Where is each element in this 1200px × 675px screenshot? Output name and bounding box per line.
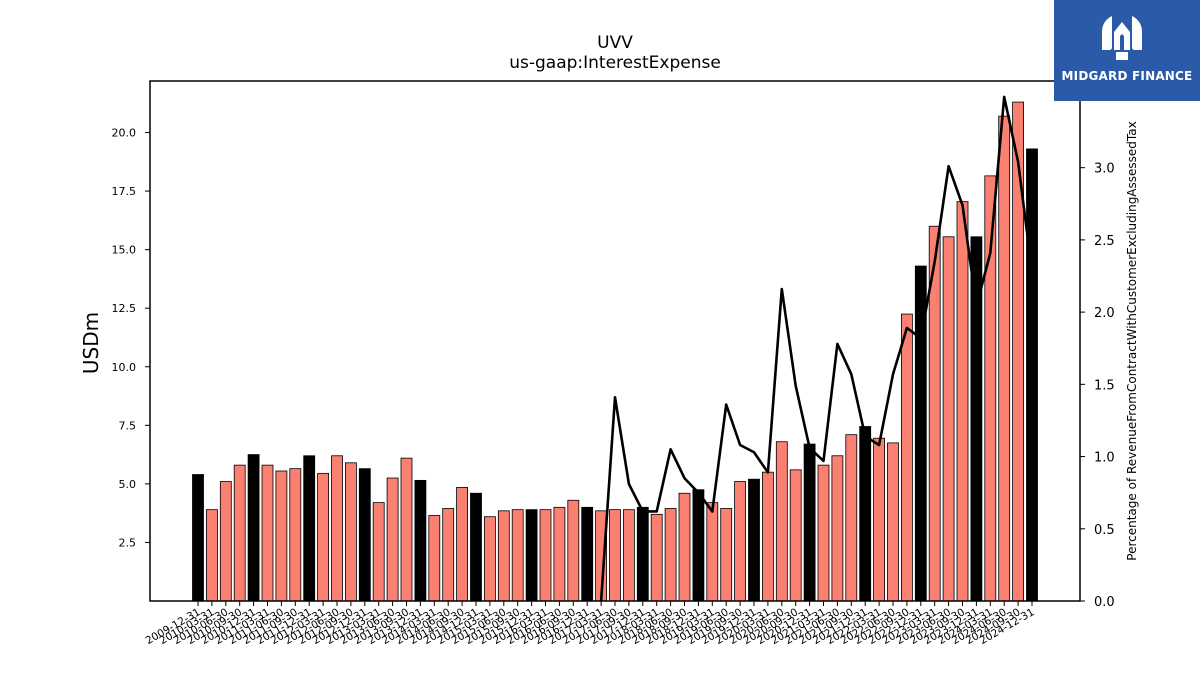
bar-quarterly — [873, 437, 885, 602]
bar-quarterly — [331, 455, 343, 602]
bar-quarterly — [344, 462, 357, 602]
midgard-finance-logo: MIDGARD FINANCE — [1054, 0, 1200, 101]
y-right-tick-label: 0.5 — [1094, 523, 1115, 538]
chart-subtitle: us-gaap:InterestExpense — [509, 53, 721, 73]
bar-quarterly — [497, 510, 510, 602]
bar-annual — [358, 468, 371, 602]
bar-annual — [247, 454, 260, 602]
bar-annual — [192, 474, 204, 602]
bar-annual — [1026, 148, 1038, 602]
bar-quarterly — [386, 477, 399, 602]
plot-frame — [149, 80, 1081, 602]
logo-mark-icon — [1102, 16, 1142, 60]
bar-quarterly — [901, 313, 913, 602]
bar-quarterly — [553, 506, 566, 602]
y-right-tick-label: 2.5 — [1094, 234, 1115, 249]
bar-quarterly — [831, 455, 844, 602]
bar-quarterly — [789, 469, 802, 602]
bar-quarterly — [1012, 101, 1024, 602]
bar-quarterly — [817, 464, 830, 602]
bar-quarterly — [483, 516, 496, 602]
bar-quarterly — [762, 471, 774, 602]
bar-quarterly — [539, 509, 552, 602]
bar-quarterly — [845, 434, 858, 602]
y-tick-label: 10.0 — [112, 361, 137, 374]
bar-quarterly — [678, 492, 691, 602]
bar-quarterly — [734, 481, 746, 602]
y-tick-label: 17.5 — [112, 185, 137, 198]
bar-quarterly — [623, 509, 635, 602]
line-group — [599, 95, 1034, 602]
bar-quarterly — [233, 464, 246, 602]
y-tick-label: 12.5 — [112, 302, 137, 315]
bar-quarterly — [609, 509, 621, 602]
chart-title: UVV — [597, 33, 633, 53]
bar-quarterly — [775, 441, 788, 602]
bar-annual — [414, 479, 427, 602]
bar-annual — [303, 455, 316, 602]
bar-annual — [803, 443, 816, 602]
bar-annual — [859, 426, 872, 602]
bar-quarterly — [428, 515, 441, 602]
bar-quarterly — [456, 486, 469, 602]
bar-quarterly — [511, 509, 524, 602]
bar-quarterly — [720, 508, 733, 602]
bar-quarterly — [442, 508, 455, 602]
bar-quarterly — [664, 508, 677, 602]
logo-text: MIDGARD FINANCE — [1061, 69, 1193, 83]
bar-annual — [692, 489, 705, 602]
line-series — [599, 95, 1034, 602]
y-right-tick-label: 2.0 — [1094, 306, 1115, 321]
y-tick-label: 20.0 — [112, 127, 137, 140]
bar-quarterly — [706, 502, 719, 602]
y-ticks-left: 2.5 5.0 7.5 10.0 12.5 15.0 17.5 20.0 — [112, 127, 150, 549]
x-ticks: 2009-12-312010-03-312010-06-302010-09-30… — [144, 601, 1037, 647]
bar-annual — [748, 478, 760, 602]
bar-annual — [470, 492, 482, 602]
bar-annual — [581, 506, 594, 602]
y-tick-label: 5.0 — [119, 478, 137, 491]
bar-quarterly — [205, 509, 218, 602]
y-ticks-right: 0.00.51.01.52.02.53.03.5 — [1080, 89, 1115, 610]
bar-annual — [636, 506, 649, 602]
y-axis-label: USDm — [79, 312, 103, 374]
bar-quarterly — [372, 502, 385, 602]
bar-quarterly — [289, 468, 302, 602]
bar-quarterly — [261, 464, 274, 602]
bar-quarterly — [400, 457, 413, 602]
bar-quarterly — [317, 472, 330, 602]
y-right-tick-label: 1.0 — [1094, 451, 1115, 466]
y-right-tick-label: 0.0 — [1094, 595, 1115, 610]
y-axis-right-label: Percentage of RevenueFromContractWithCus… — [1125, 121, 1139, 560]
bar-annual — [525, 509, 538, 602]
y-tick-label: 7.5 — [119, 419, 137, 432]
y-right-tick-label: 3.0 — [1094, 162, 1115, 177]
y-tick-label: 2.5 — [119, 536, 137, 549]
bar-quarterly — [567, 499, 580, 602]
y-tick-label: 15.0 — [112, 244, 137, 257]
bar-quarterly — [998, 115, 1011, 602]
bar-quarterly — [275, 470, 288, 602]
y-right-tick-label: 1.5 — [1094, 378, 1115, 393]
bar-quarterly — [887, 442, 899, 602]
bars-group — [192, 101, 1038, 602]
bar-quarterly — [219, 481, 232, 602]
bar-quarterly — [956, 201, 969, 602]
bar-quarterly — [650, 513, 663, 602]
bar-quarterly — [942, 236, 955, 602]
